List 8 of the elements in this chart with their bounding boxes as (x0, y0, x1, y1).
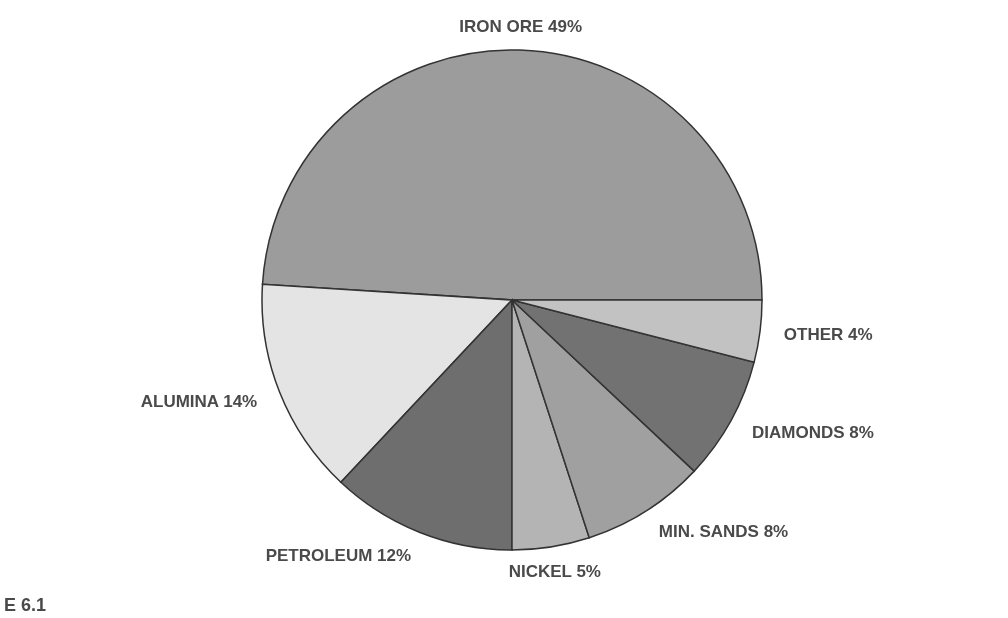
slice-label: ALUMINA 14% (140, 391, 258, 411)
slice-label: NICKEL 5% (508, 561, 601, 581)
slice-label: DIAMONDS 8% (752, 423, 874, 442)
slice-label: OTHER 4% (783, 325, 873, 345)
text: E 6.1 (4, 595, 47, 616)
slice-label: MIN. SANDS 8% (658, 522, 789, 542)
slice-label: PETROLEUM 12% (265, 545, 412, 565)
slice-label: IRON ORE 49% (459, 17, 583, 37)
